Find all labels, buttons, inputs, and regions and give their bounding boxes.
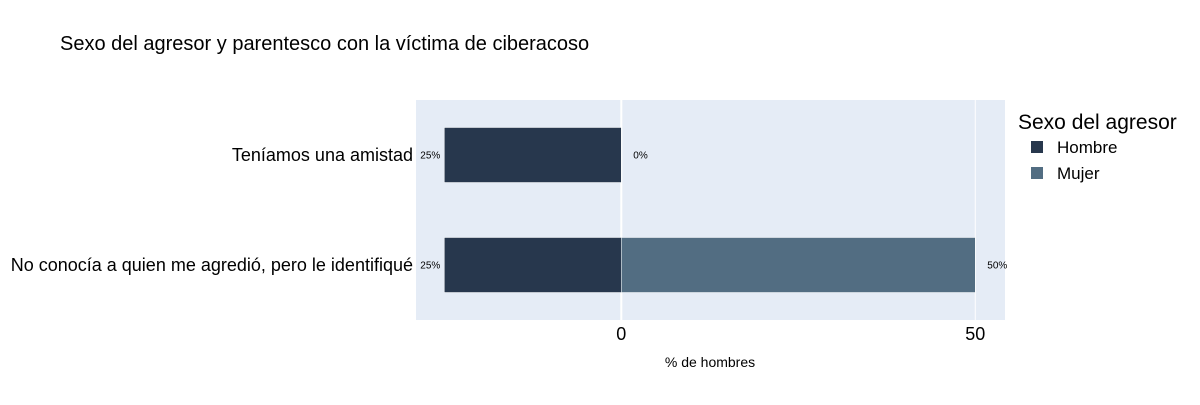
legend-label-mujer: Mujer xyxy=(1057,164,1100,183)
data-label: 25% xyxy=(420,261,440,272)
legend-label-hombre: Hombre xyxy=(1057,138,1117,157)
legend-items: Hombre Mujer xyxy=(1031,138,1117,183)
bars xyxy=(444,127,976,293)
chart-title: Sexo del agresor y parentesco con la víc… xyxy=(60,33,589,55)
x-axis-title: % de hombres xyxy=(665,354,755,370)
y-tick-label: Teníamos una amistad xyxy=(232,145,413,165)
y-tick-label: No conocía a quien me agredió, pero le i… xyxy=(11,255,413,275)
bar-mujer xyxy=(621,237,976,293)
x-axis-tick-labels: 0 50 xyxy=(616,324,985,344)
x-tick-label: 0 xyxy=(616,324,626,344)
legend: Sexo del agresor Hombre Mujer xyxy=(1018,111,1177,183)
x-tick-label: 50 xyxy=(965,324,985,344)
bar-hombre xyxy=(444,127,622,183)
legend-swatch-hombre xyxy=(1031,141,1043,153)
data-labels: 25% 0% 25% 50% xyxy=(420,151,1007,272)
bar-hombre xyxy=(444,237,622,293)
y-axis-tick-labels: Teníamos una amistad No conocía a quien m… xyxy=(11,145,413,275)
data-label: 50% xyxy=(987,261,1007,272)
data-label: 0% xyxy=(633,151,648,162)
data-label: 25% xyxy=(420,151,440,162)
legend-swatch-mujer xyxy=(1031,167,1043,179)
legend-title: Sexo del agresor xyxy=(1018,111,1177,134)
